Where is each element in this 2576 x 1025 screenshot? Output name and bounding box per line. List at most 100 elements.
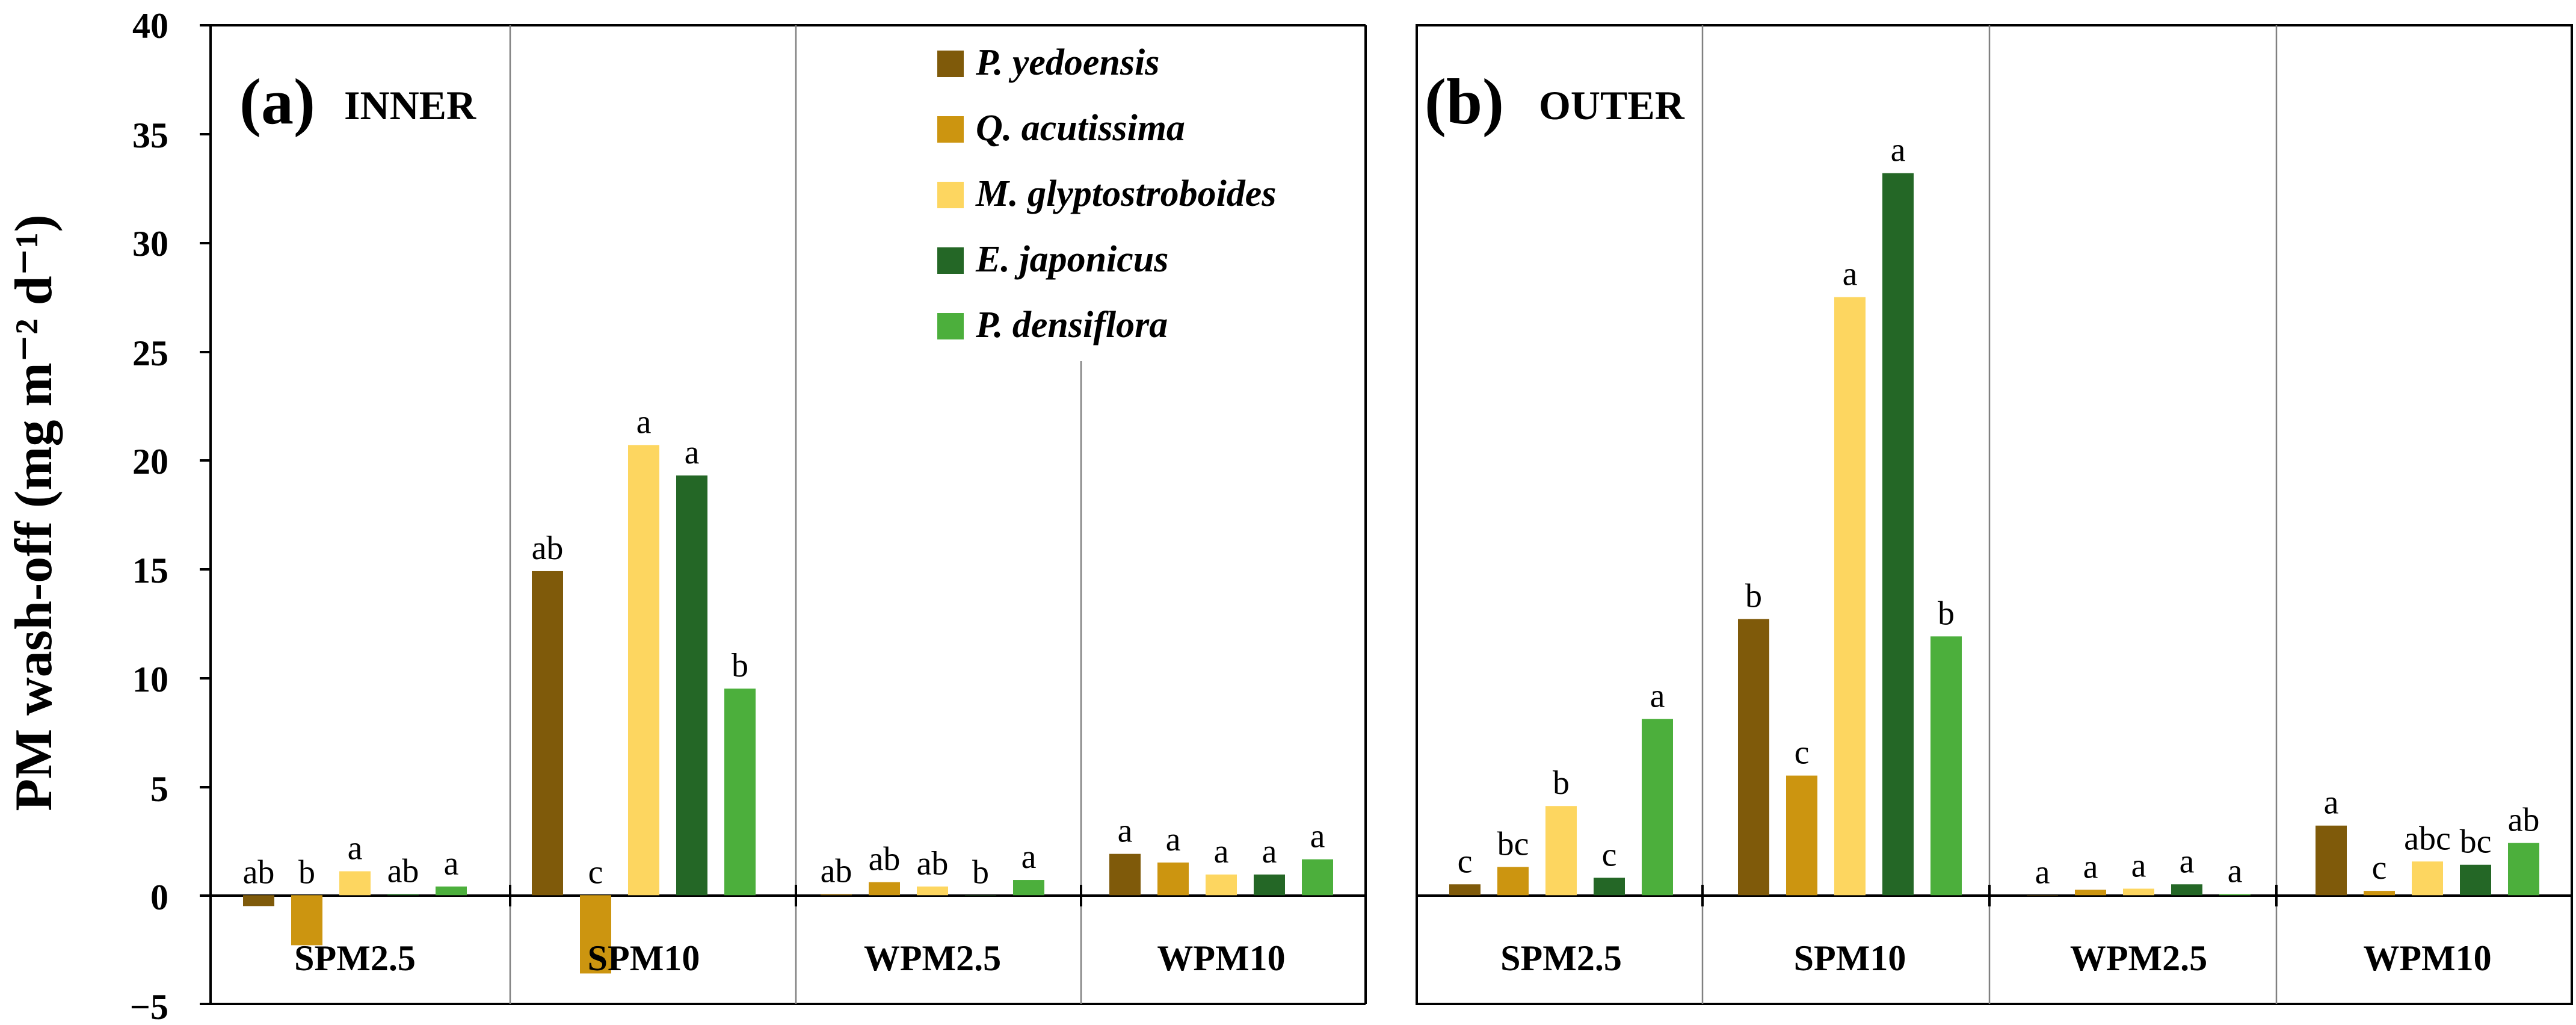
bar [291, 895, 322, 946]
category-label: WPM2.5 [2070, 938, 2207, 978]
bar [1206, 875, 1237, 896]
panel-title: OUTER [1539, 82, 1685, 128]
bar [2219, 894, 2251, 896]
bar [1738, 619, 1769, 896]
bar [2075, 890, 2106, 896]
significance-label: a [1262, 833, 1277, 870]
bar [580, 895, 611, 974]
legend: P. yedoensis Q. acutissima M. glyptostro… [914, 33, 1360, 358]
bar [339, 871, 371, 896]
significance-label: c [588, 853, 603, 891]
bar [821, 894, 852, 896]
legend-swatch [937, 51, 964, 77]
significance-label: ab [869, 841, 901, 878]
legend-swatch [937, 182, 964, 208]
bar [628, 445, 659, 896]
bar [2316, 825, 2347, 896]
bar [1013, 880, 1044, 896]
category-label: SPM2.5 [294, 938, 416, 978]
bar [1449, 884, 1481, 896]
category-label: WPM10 [2363, 938, 2491, 978]
significance-label: b [732, 647, 748, 684]
category-labels-outer: SPM2.5 SPM10 WPM2.5 WPM10 [1500, 938, 2491, 978]
significance-label: c [1602, 836, 1617, 873]
category-label: SPM10 [588, 938, 700, 978]
y-tick-label-15: 15 [132, 551, 168, 590]
bar [1109, 853, 1141, 896]
legend-label: Q. acutissima [976, 108, 1185, 149]
legend-background [914, 33, 1360, 358]
bar [676, 475, 707, 896]
significance-label: a [1891, 132, 1906, 169]
bar [2508, 843, 2539, 896]
category-labels-inner: SPM2.5 SPM10 WPM2.5 WPM10 [294, 938, 1285, 978]
significance-label: b [298, 853, 315, 891]
y-tick-labels: 40 35 30 25 20 15 10 5 0 −5 [130, 6, 168, 1025]
y-axis-label: PM wash-off (mg m⁻² d⁻¹) [5, 214, 63, 811]
significance-label: a [1650, 678, 1665, 715]
significance-label: a [348, 830, 363, 867]
legend-swatch [937, 313, 964, 339]
category-label: WPM10 [1157, 938, 1285, 978]
bar [2412, 861, 2443, 896]
legend-label: P. yedoensis [975, 42, 1159, 83]
legend-label: E. japonicus [975, 239, 1168, 280]
bar [1786, 775, 1817, 896]
bar [965, 895, 996, 896]
significance-label: a [1166, 821, 1181, 858]
bar [1545, 806, 1577, 896]
bar [1642, 719, 1673, 896]
panel-outer-border [1416, 24, 2573, 1005]
significance-label: ab [917, 845, 949, 882]
bar [436, 886, 467, 896]
category-label: SPM10 [1794, 938, 1906, 978]
bar [2460, 864, 2491, 896]
significance-label: a [1214, 833, 1229, 870]
bar [1497, 867, 1529, 896]
significance-label: c [1458, 843, 1473, 880]
significance-label: bc [1497, 825, 1529, 862]
bar [532, 571, 563, 896]
bars-inner [243, 445, 1333, 974]
bar [1157, 862, 1189, 896]
bar [724, 689, 756, 896]
category-label: WPM2.5 [864, 938, 1001, 978]
bar [2171, 884, 2202, 896]
legend-label: P. densiflora [975, 305, 1168, 345]
bar [1930, 636, 1962, 896]
bar [1302, 859, 1333, 896]
legend-swatch [937, 247, 964, 274]
significance-label: ab [821, 853, 852, 890]
bar [917, 886, 948, 896]
y-tick-label-10: 10 [132, 660, 168, 699]
y-tick-label-40: 40 [132, 6, 168, 46]
significance-label: a [2035, 853, 2050, 891]
bars-outer [1449, 173, 2539, 896]
bar [387, 894, 419, 896]
y-tick-label-35: 35 [132, 116, 168, 155]
bar [1834, 297, 1866, 896]
bar [2027, 895, 2058, 896]
significance-label: a [1021, 838, 1037, 876]
significance-label: a [444, 845, 459, 882]
significance-label: b [1938, 595, 1955, 632]
significance-label: abc [2404, 820, 2451, 857]
legend-label: M. glyptostroboides [975, 173, 1276, 214]
panel-letter: (a) [239, 66, 315, 138]
legend-swatch [937, 116, 964, 143]
significance-label: a [1310, 818, 1325, 855]
significance-label: c [1795, 734, 1810, 772]
category-label: SPM2.5 [1500, 938, 1622, 978]
significance-label: a [1118, 813, 1133, 850]
panel-title: INNER [344, 82, 476, 128]
significance-label: ab [387, 853, 419, 890]
significance-label: a [2228, 853, 2243, 890]
significance-label: ab [2508, 802, 2540, 839]
bar [1882, 173, 1914, 896]
significance-label: a [636, 403, 652, 441]
significance-label: c [2372, 849, 2387, 887]
